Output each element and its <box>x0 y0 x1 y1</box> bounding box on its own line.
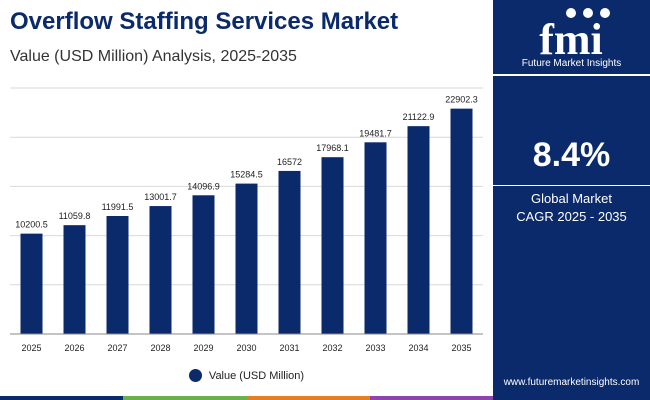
bar-2028 <box>149 206 172 334</box>
bar-2025 <box>20 233 43 334</box>
stripe-segment <box>123 396 247 400</box>
data-label-2034: 21122.9 <box>403 112 435 122</box>
bar-2027 <box>106 216 129 334</box>
bar-2026 <box>63 225 86 334</box>
data-label-2029: 14096.9 <box>187 181 220 191</box>
x-tick-label-2026: 2026 <box>64 343 84 353</box>
x-tick-label-2030: 2030 <box>236 343 256 353</box>
sidebar-panel: fmi Future Market Insights 8.4% Global M… <box>493 0 650 400</box>
fmi-logo: fmi <box>493 6 650 64</box>
logo-dot-icon <box>583 8 593 18</box>
data-label-2028: 13001.7 <box>144 192 177 202</box>
data-label-2033: 19481.7 <box>359 128 392 138</box>
cagr-label: Global Market CAGR 2025 - 2035 <box>493 190 650 226</box>
bar-2030 <box>235 183 258 334</box>
bar-2031 <box>278 170 301 334</box>
x-tick-label-2031: 2031 <box>279 343 299 353</box>
chart-subtitle: Value (USD Million) Analysis, 2025-2035 <box>10 48 297 65</box>
x-tick-label-2033: 2033 <box>365 343 385 353</box>
data-label-2032: 17968.1 <box>316 143 349 153</box>
x-tick-label-2029: 2029 <box>193 343 213 353</box>
logo-dot-icon <box>600 8 610 18</box>
x-tick-label-2032: 2032 <box>322 343 342 353</box>
legend-swatch <box>188 369 202 382</box>
logo-icon: fmi <box>539 8 610 64</box>
legend-label: Value (USD Million) <box>208 369 305 382</box>
bar-2033 <box>364 142 387 334</box>
x-tick-label-2025: 2025 <box>21 343 41 353</box>
bar-2035 <box>450 108 473 334</box>
data-label-2035: 22902.3 <box>445 95 478 105</box>
cagr-divider <box>493 185 650 186</box>
website-url: www.futuremarketinsights.com <box>503 377 640 388</box>
logo-text: fmi <box>539 15 603 58</box>
x-tick-label-2027: 2027 <box>107 343 127 353</box>
bar-2032 <box>321 157 344 334</box>
bottom-color-stripe <box>0 396 493 400</box>
data-label-2025: 10200.5 <box>15 220 48 230</box>
chart-title: Overflow Staffing Services Market <box>10 8 399 35</box>
stripe-segment <box>369 396 493 400</box>
data-label-2027: 11991.5 <box>102 202 134 212</box>
bar-chart: 10200.5 2025 11059.8 2026 11991.5 2027 13001.7… <box>10 87 483 353</box>
stripe-segment <box>246 396 370 400</box>
x-tick-label-2035: 2035 <box>451 343 471 353</box>
stripe-segment <box>0 396 124 400</box>
logo-subtitle: Future Market Insights <box>521 58 622 69</box>
bar-2034 <box>407 126 430 334</box>
chart-legend: Value (USD Million) <box>0 369 493 382</box>
cagr-value: 8.4% <box>532 136 611 174</box>
data-label-2030: 15284.5 <box>230 170 263 180</box>
data-label-2031: 16572 <box>277 157 302 167</box>
logo-dot-icon <box>566 8 576 18</box>
x-tick-label-2028: 2028 <box>150 343 170 353</box>
cagr-label-line1: Global Market <box>531 191 612 206</box>
cagr-label-line2: CAGR 2025 - 2035 <box>516 209 627 224</box>
bar-2029 <box>192 195 215 334</box>
sidebar-divider <box>493 74 650 76</box>
x-tick-label-2034: 2034 <box>408 343 428 353</box>
data-label-2026: 11059.8 <box>59 211 91 221</box>
